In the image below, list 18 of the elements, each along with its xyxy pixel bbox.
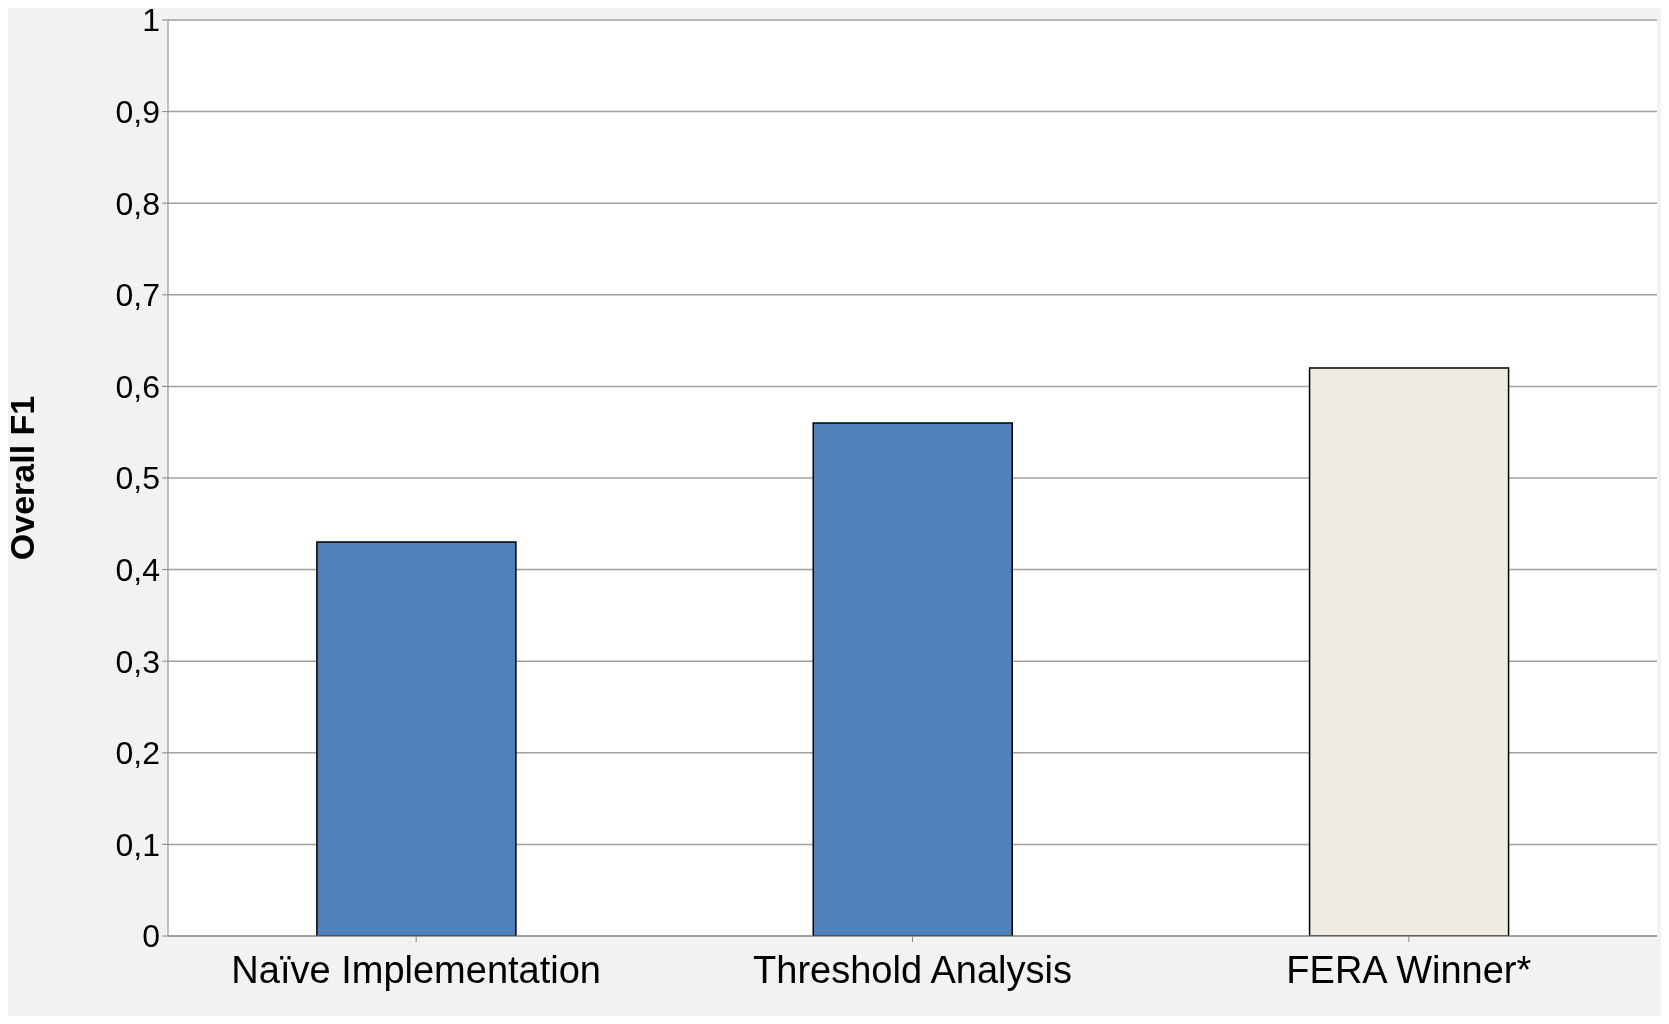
- x-tick-label: FERA Winner*: [1286, 948, 1532, 991]
- bar: [316, 541, 517, 936]
- y-axis-title: Overall F1: [3, 395, 42, 561]
- bar: [812, 422, 1013, 936]
- x-tick-label: Naïve Implementation: [231, 948, 601, 991]
- y-tick-label: 0,9: [115, 93, 160, 130]
- y-tick-label: 0,3: [115, 643, 160, 680]
- y-tick-label: 0,1: [115, 826, 160, 863]
- y-tick-label: 0,5: [115, 460, 160, 497]
- x-tick-label: Threshold Analysis: [753, 948, 1072, 991]
- y-tick-label: 0,4: [115, 551, 160, 588]
- y-tick-label: 1: [142, 2, 160, 39]
- y-tick-label: 0: [142, 918, 160, 955]
- y-tick-label: 0,7: [115, 277, 160, 314]
- y-tick-label: 0,8: [115, 185, 160, 222]
- y-tick-label: 0,2: [115, 735, 160, 772]
- y-tick-label: 0,6: [115, 368, 160, 405]
- bar: [1308, 367, 1510, 936]
